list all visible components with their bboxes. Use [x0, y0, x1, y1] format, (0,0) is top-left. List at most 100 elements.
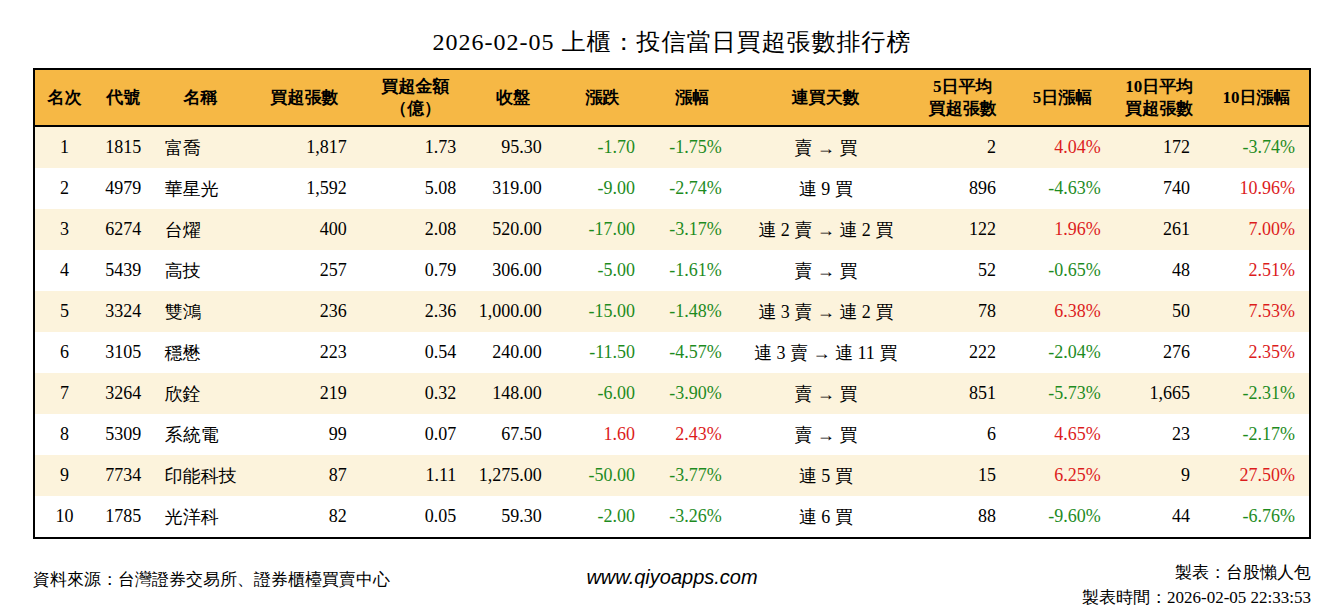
table-header-row: 名次代號名稱買超張數買超金額 （億）收盤漲跌漲幅連買天數5日平均 買超張數5日漲…	[34, 69, 1310, 126]
table-cell: 5439	[94, 250, 153, 291]
table-cell: -2.00	[556, 496, 649, 538]
table-cell: 賣 → 買	[736, 250, 916, 291]
table-cell: 4.65%	[1010, 414, 1115, 455]
table-cell: 88	[916, 496, 1010, 538]
table-cell: 連 3 賣 → 連 11 買	[736, 332, 916, 373]
table-cell: 連 3 賣 → 連 2 買	[736, 291, 916, 332]
table-cell: 1.11	[361, 455, 471, 496]
table-cell: -2.74%	[649, 168, 736, 209]
table-cell: 223	[248, 332, 360, 373]
table-cell: 賣 → 買	[736, 126, 916, 168]
table-cell: 740	[1115, 168, 1204, 209]
column-header: 漲跌	[556, 69, 649, 126]
table-row: 73264欣銓2190.32148.00-6.00-3.90%賣 → 買851-…	[34, 373, 1310, 414]
table-cell: 0.54	[361, 332, 471, 373]
table-row: 11815富喬1,8171.7395.30-1.70-1.75%賣 → 買24.…	[34, 126, 1310, 168]
table-cell: 印能科技	[153, 455, 249, 496]
page-title: 2026-02-05 上櫃：投信當日買超張數排行榜	[0, 26, 1344, 58]
table-cell: 2.43%	[649, 414, 736, 455]
table-cell: 連 2 賣 → 連 2 買	[736, 209, 916, 250]
table-cell: 7734	[94, 455, 153, 496]
table-row: 85309系統電990.0767.501.602.43%賣 → 買64.65%2…	[34, 414, 1310, 455]
column-header: 10日平均 買超張數	[1115, 69, 1204, 126]
table-cell: 9	[1115, 455, 1204, 496]
column-header: 代號	[94, 69, 153, 126]
table-cell: 240.00	[470, 332, 555, 373]
table-cell: 5309	[94, 414, 153, 455]
table-cell: 172	[1115, 126, 1204, 168]
table-cell: 3324	[94, 291, 153, 332]
table-cell: 520.00	[470, 209, 555, 250]
table-cell: -4.57%	[649, 332, 736, 373]
column-header: 5日平均 買超張數	[916, 69, 1010, 126]
table-cell: 4.04%	[1010, 126, 1115, 168]
column-header: 漲幅	[649, 69, 736, 126]
table-cell: 7	[34, 373, 94, 414]
table-cell: 319.00	[470, 168, 555, 209]
table-row: 53324雙鴻2362.361,000.00-15.00-1.48%連 3 賣 …	[34, 291, 1310, 332]
table-cell: 0.79	[361, 250, 471, 291]
table-cell: -2.31%	[1204, 373, 1310, 414]
table-cell: 10.96%	[1204, 168, 1310, 209]
table-row: 63105穩懋2230.54240.00-11.50-4.57%連 3 賣 → …	[34, 332, 1310, 373]
table-cell: 261	[1115, 209, 1204, 250]
table-cell: 851	[916, 373, 1010, 414]
table-cell: 2.08	[361, 209, 471, 250]
table-cell: 5	[34, 291, 94, 332]
table-cell: 4	[34, 250, 94, 291]
table-cell: 0.32	[361, 373, 471, 414]
credits-block: 製表：台股懶人包 製表時間：2026-02-05 22:33:53	[1082, 560, 1311, 610]
table-cell: -3.77%	[649, 455, 736, 496]
table-cell: -1.70	[556, 126, 649, 168]
column-header: 買超金額 （億）	[361, 69, 471, 126]
table-cell: -5.00	[556, 250, 649, 291]
column-header: 10日漲幅	[1204, 69, 1310, 126]
table-cell: 3105	[94, 332, 153, 373]
table-cell: 雙鴻	[153, 291, 249, 332]
table-cell: 2.51%	[1204, 250, 1310, 291]
table-cell: 82	[248, 496, 360, 538]
table-cell: 1.60	[556, 414, 649, 455]
table-cell: -2.17%	[1204, 414, 1310, 455]
table-cell: 219	[248, 373, 360, 414]
table-cell: 賣 → 買	[736, 373, 916, 414]
table-cell: 2.36	[361, 291, 471, 332]
table-cell: 2	[916, 126, 1010, 168]
table-cell: 系統電	[153, 414, 249, 455]
table-cell: -3.90%	[649, 373, 736, 414]
table-cell: 122	[916, 209, 1010, 250]
table-cell: -1.48%	[649, 291, 736, 332]
table-cell: -1.75%	[649, 126, 736, 168]
table-cell: 光洋科	[153, 496, 249, 538]
table-cell: 1.73	[361, 126, 471, 168]
table-cell: 50	[1115, 291, 1204, 332]
table-cell: 1,665	[1115, 373, 1204, 414]
table-cell: 2	[34, 168, 94, 209]
table-cell: 9	[34, 455, 94, 496]
table-cell: 59.30	[470, 496, 555, 538]
table-cell: 欣銓	[153, 373, 249, 414]
table-cell: -9.60%	[1010, 496, 1115, 538]
table-cell: 賣 → 買	[736, 414, 916, 455]
table-cell: -4.63%	[1010, 168, 1115, 209]
table-cell: 台燿	[153, 209, 249, 250]
table-cell: 1,000.00	[470, 291, 555, 332]
table-cell: 華星光	[153, 168, 249, 209]
column-header: 收盤	[470, 69, 555, 126]
table-cell: 1,592	[248, 168, 360, 209]
column-header: 名稱	[153, 69, 249, 126]
table-cell: -6.00	[556, 373, 649, 414]
table-cell: 穩懋	[153, 332, 249, 373]
timestamp-note: 製表時間：2026-02-05 22:33:53	[1082, 585, 1311, 610]
table-cell: 0.05	[361, 496, 471, 538]
table-cell: 52	[916, 250, 1010, 291]
table-cell: 2.35%	[1204, 332, 1310, 373]
table-cell: 23	[1115, 414, 1204, 455]
table-cell: 27.50%	[1204, 455, 1310, 496]
table-row: 101785光洋科820.0559.30-2.00-3.26%連 6 買88-9…	[34, 496, 1310, 538]
table-cell: -0.65%	[1010, 250, 1115, 291]
table-cell: 67.50	[470, 414, 555, 455]
table-cell: 15	[916, 455, 1010, 496]
table-cell: 7.53%	[1204, 291, 1310, 332]
table-cell: 6	[916, 414, 1010, 455]
